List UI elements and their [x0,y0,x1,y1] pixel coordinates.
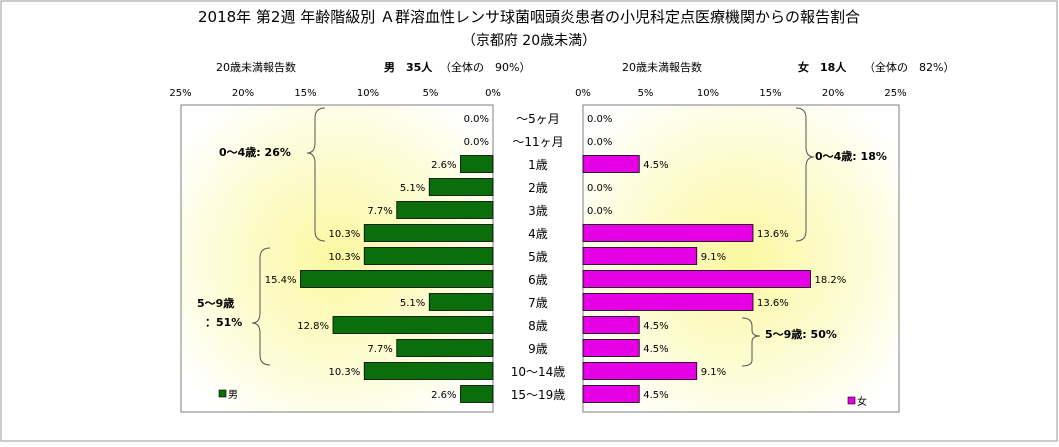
male-bar [428,178,494,196]
right-x-tick-label: 20% [822,88,844,99]
male-bar-label: 7.7% [367,344,392,355]
left-header-count: 男 35人 [384,60,433,74]
age-category-label: 2歳 [528,181,548,195]
male-bar [363,362,494,380]
age-category-label: 10～14歳 [511,365,566,379]
age-category-label: 6歳 [528,273,548,287]
male-bar [396,201,494,219]
age-category-label: 5歳 [528,250,548,264]
male-bar-label: 5.1% [400,183,425,194]
male-bar [300,270,494,288]
right-header-label: 20歳未満報告数 [622,61,702,74]
male-bar-label: 7.7% [367,206,392,217]
legend-swatch-male [218,389,227,398]
right-x-tick-label: 5% [638,88,654,99]
age-category-label: 1歳 [528,158,548,172]
right-brace-0-4 [795,107,815,242]
female-bar [582,293,754,311]
left-annotation-0-4: 0～4歳: 26% [219,145,291,159]
male-bar-label: 10.3% [328,229,360,240]
left-x-tick-label: 25% [169,88,191,99]
right-annotation-5-9: 5～9歳: 50% [765,327,837,341]
female-bar-label: 4.5% [643,321,668,332]
left-annotation-5-9-share: ：51% [205,316,242,329]
male-bar-label: 12.8% [297,321,329,332]
female-bar-label: 9.1% [701,252,726,263]
male-bar [332,316,494,334]
female-bar-label: 0.0% [587,114,612,125]
right-annotation-0-4: 0～4歳: 18% [815,149,887,163]
right-header-count: 女 18人 [798,60,847,74]
left-x-tick-label: 5% [423,88,439,99]
right-x-tick-label: 25% [884,88,906,99]
female-bar-label: 0.0% [587,137,612,148]
left-brace-5-9 [251,247,271,366]
left-brace-0-4 [306,107,326,242]
female-bar [582,155,640,173]
male-bar [363,224,494,242]
male-bar [460,155,494,173]
male-bar-label: 15.4% [265,275,297,286]
age-category-label: ～11ヶ月 [512,135,563,149]
female-bar [582,224,754,242]
legend-label-female: 女 [857,395,867,408]
female-bar [582,385,640,403]
age-category-label: 3歳 [528,204,548,218]
left-x-tick-label: 10% [357,88,379,99]
female-bar [582,362,698,380]
female-bar [582,247,698,265]
male-bar [363,247,494,265]
female-bar-label: 13.6% [757,298,789,309]
male-bar-label: 2.6% [431,160,456,171]
age-category-label: 9歳 [528,342,548,356]
chart-title: 2018年 第2週 年齢階級別 Ａ群溶血性レンサ球菌咽頭炎患者の小児科定点医療機… [198,8,860,26]
female-bar-label: 4.5% [643,390,668,401]
female-bar-label: 18.2% [815,275,847,286]
left-x-tick-label: 20% [232,88,254,99]
left-header-share: （全体の 90%） [440,60,530,74]
male-bar [428,293,494,311]
female-bar-label: 9.1% [701,367,726,378]
left-annotation-5-9: 5～9歳 [197,296,234,310]
male-bar-label: 2.6% [431,390,456,401]
age-category-label: 8歳 [528,319,548,333]
female-bar [582,270,811,288]
legend-swatch-female [847,396,856,405]
male-bar-label: 10.3% [328,367,360,378]
right-x-tick-label: 10% [697,88,719,99]
left-header-label: 20歳未満報告数 [216,61,296,74]
male-bar [396,339,494,357]
left-x-tick-label: 15% [294,88,316,99]
female-bar [582,339,640,357]
right-x-tick-label: 15% [759,88,781,99]
right-x-tick-label: 0% [575,88,591,99]
age-category-label: ～5ヶ月 [516,112,560,126]
right-brace-5-9 [741,317,761,367]
male-bar [460,385,494,403]
legend-label-male: 男 [228,389,238,401]
age-category-label: 15～19歳 [511,388,566,402]
female-bar-label: 4.5% [643,344,668,355]
male-bar-label: 0.0% [464,114,489,125]
male-bar-label: 5.1% [400,298,425,309]
female-bar-label: 13.6% [757,229,789,240]
chart-subtitle: （京都府 20歳未満） [462,33,596,49]
female-bar-label: 4.5% [643,160,668,171]
age-category-label: 4歳 [528,227,548,241]
male-bar-label: 10.3% [328,252,360,263]
right-header-share: （全体の 82%） [864,60,954,74]
left-x-tick-label: 0% [485,88,501,99]
age-category-label: 7歳 [528,296,548,310]
female-bar-label: 0.0% [587,183,612,194]
female-bar-label: 0.0% [587,206,612,217]
male-bar-label: 0.0% [464,137,489,148]
female-bar [582,316,640,334]
